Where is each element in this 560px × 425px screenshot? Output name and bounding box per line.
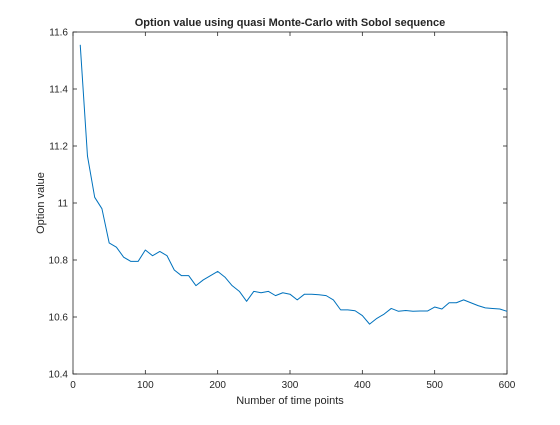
- series-line: [79, 44, 508, 325]
- x-tick-label: 400: [354, 380, 371, 391]
- x-tick-label: 0: [70, 380, 76, 391]
- x-tick-label: 100: [137, 380, 154, 391]
- y-tick-label: 10.6: [49, 313, 69, 324]
- y-tick-label: 11.2: [49, 142, 68, 153]
- chart-title: Option value using quasi Monte-Carlo wit…: [135, 17, 445, 29]
- y-tick-label: 11.6: [49, 28, 68, 39]
- plot-area: 0 100 200 300 400 500 600 10.4 10.6 10.8 11 11.2 11.…: [49, 28, 516, 392]
- x-tick-label: 300: [282, 380, 299, 391]
- y-axis-label: Option value: [35, 172, 47, 234]
- y-tick-label: 10.4: [49, 370, 69, 381]
- x-axis-label: Number of time points: [236, 395, 344, 407]
- x-tick-label: 500: [426, 380, 443, 391]
- x-tick-label: 200: [209, 380, 226, 391]
- y-tick-label: 11: [58, 199, 69, 210]
- x-tick-label: 600: [499, 380, 516, 391]
- y-tick-label: 11.4: [49, 85, 68, 96]
- axes-box: [72, 31, 508, 375]
- y-tick-label: 10.8: [49, 256, 69, 267]
